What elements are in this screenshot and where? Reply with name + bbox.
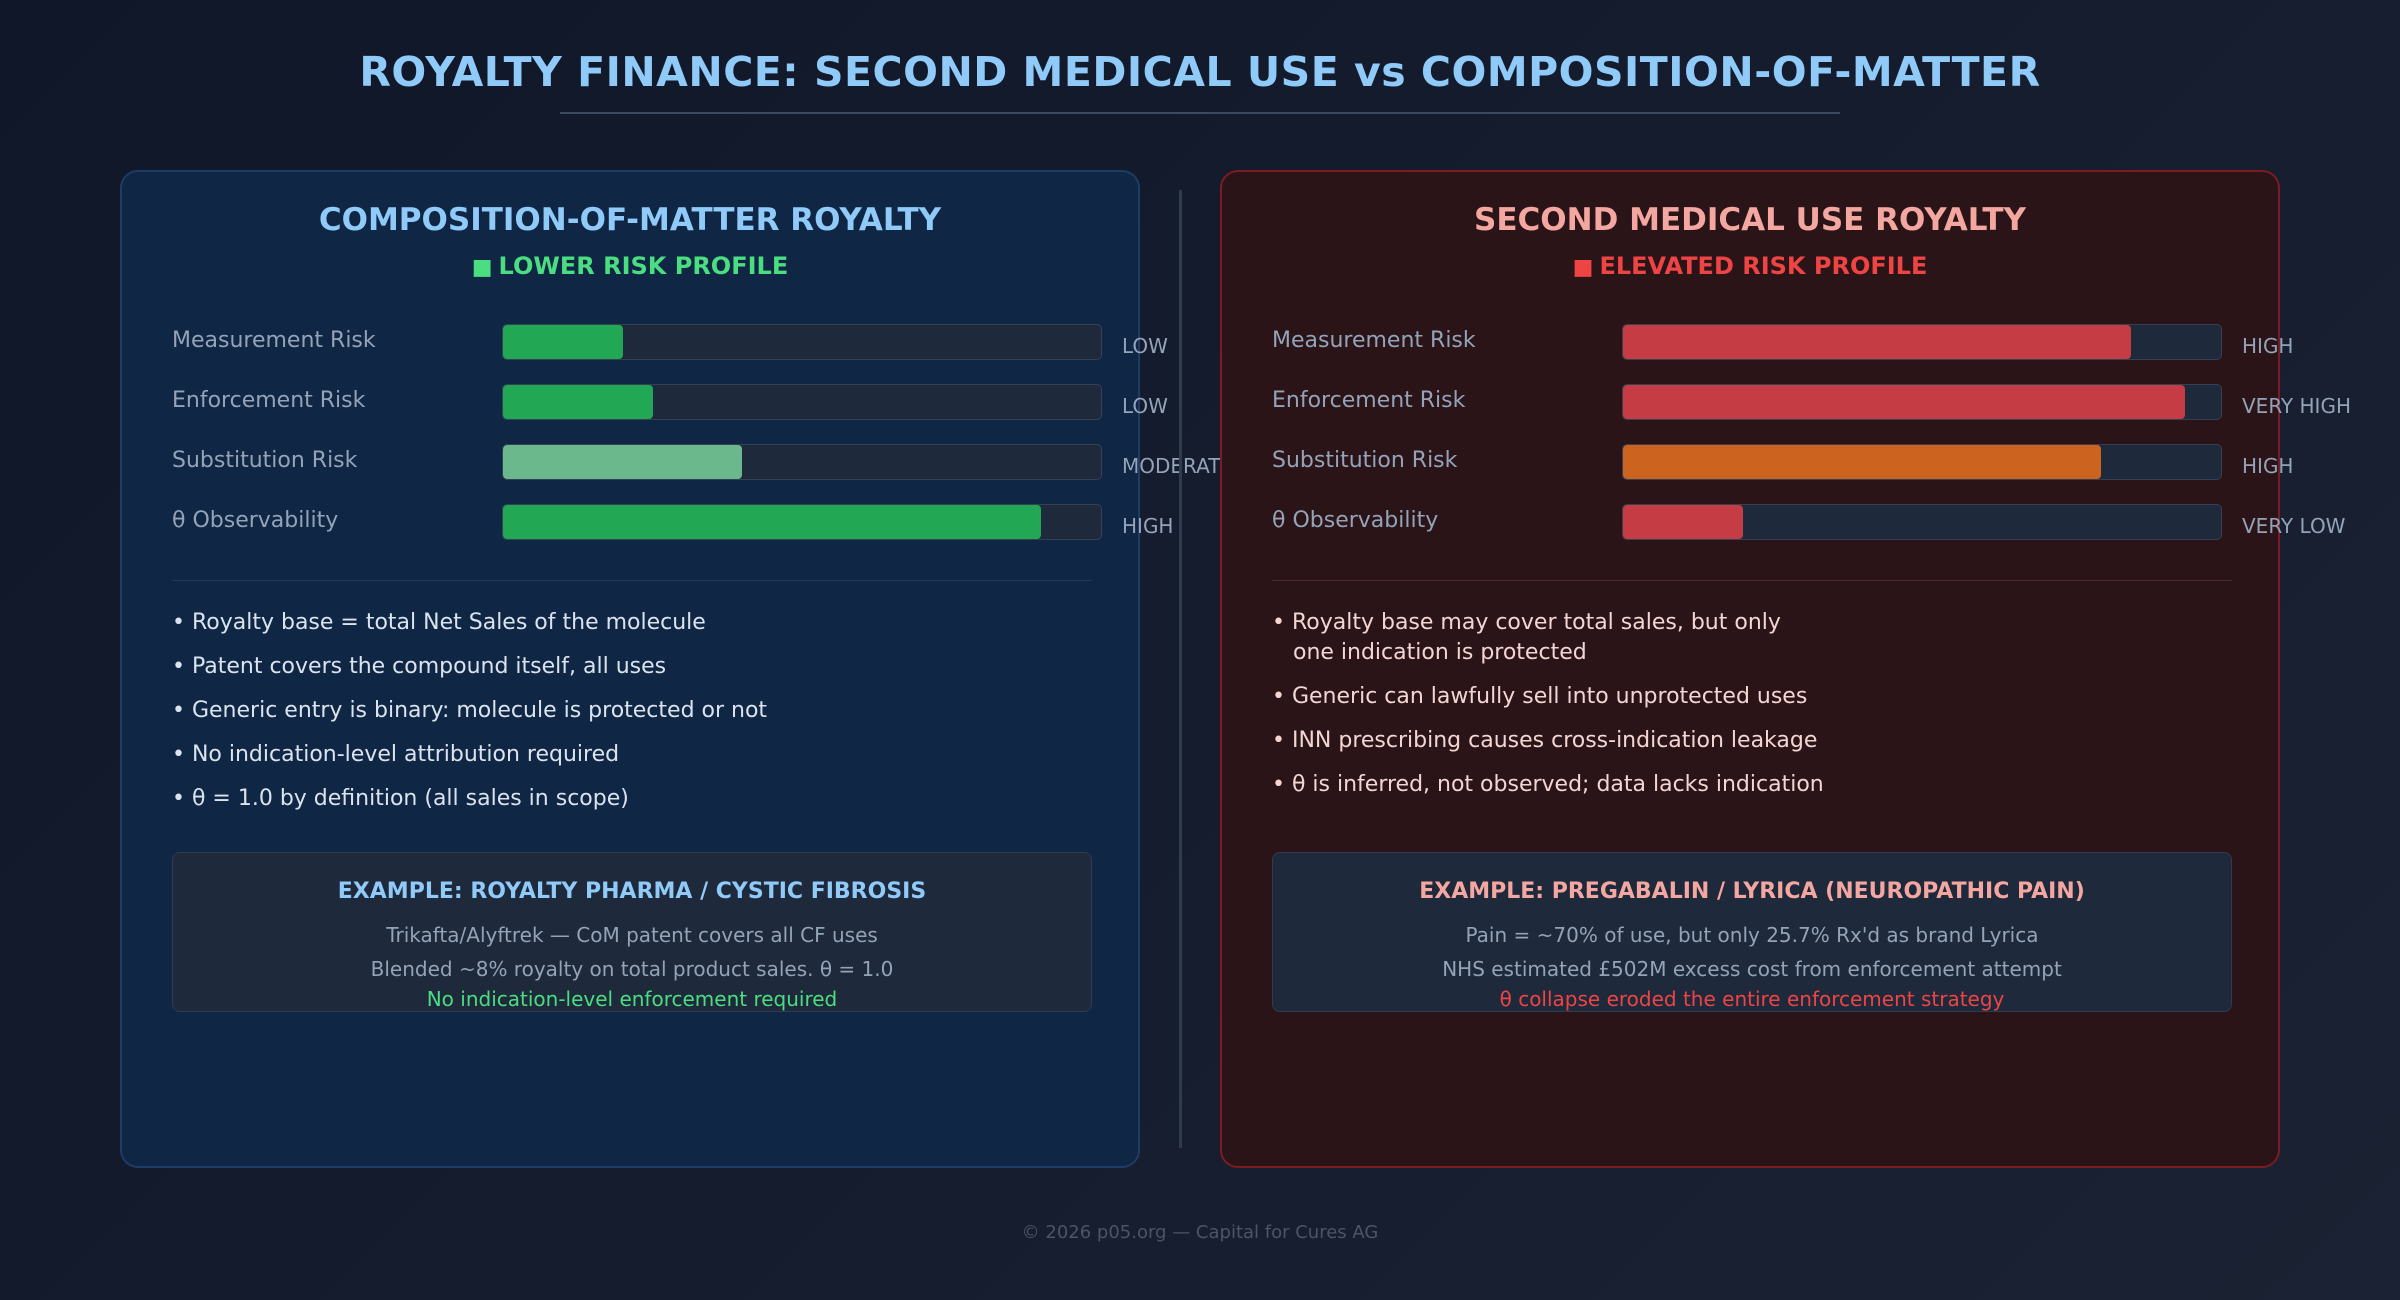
list-item: • Generic can lawfully sell into unprote… bbox=[1272, 684, 1808, 709]
example-conclusion: θ collapse eroded the entire enforcement… bbox=[1499, 987, 2005, 1011]
risk-level: HIGH bbox=[2242, 334, 2294, 358]
list-item: • No indication-level attribution requir… bbox=[172, 742, 620, 767]
risk-bar-fill bbox=[503, 325, 623, 359]
risk-profile-badge: ■ LOWER RISK PROFILE bbox=[122, 252, 1138, 280]
risk-bar-track bbox=[1622, 504, 2222, 540]
list-item: • Royalty base = total Net Sales of the … bbox=[172, 610, 706, 635]
risk-level: HIGH bbox=[2242, 454, 2294, 478]
risk-bar-track bbox=[502, 444, 1102, 480]
risk-label: Enforcement Risk bbox=[172, 388, 366, 413]
center-divider bbox=[1179, 190, 1182, 1148]
example-line: Trikafta/Alyftrek — CoM patent covers al… bbox=[386, 923, 878, 947]
list-item: • INN prescribing causes cross-indicatio… bbox=[1272, 728, 1818, 753]
risk-bar-fill bbox=[503, 385, 653, 419]
second-medical-use-panel: SECOND MEDICAL USE ROYALTY ■ ELEVATED RIS… bbox=[1220, 170, 2351, 1168]
risk-profile-label: ELEVATED RISK PROFILE bbox=[1599, 252, 1928, 280]
footer-copyright: © 2026 p05.org — Capital for Cures AG bbox=[1021, 1222, 1379, 1243]
example-title: EXAMPLE: PREGABALIN / LYRICA (NEUROPATHI… bbox=[1419, 879, 2085, 904]
risk-level: VERY HIGH bbox=[2242, 394, 2351, 418]
panel-title: COMPOSITION-OF-MATTER ROYALTY bbox=[318, 202, 942, 238]
risk-profile-label: LOWER RISK PROFILE bbox=[498, 252, 789, 280]
list-item: • Patent covers the compound itself, all… bbox=[172, 654, 667, 679]
square-icon: ■ bbox=[1572, 255, 1594, 280]
risk-bar-track bbox=[502, 504, 1102, 540]
example-line: NHS estimated £502M excess cost from enf… bbox=[1442, 957, 2062, 981]
risk-level: HIGH bbox=[1122, 514, 1174, 538]
example-line: Blended ~8% royalty on total product sal… bbox=[370, 957, 894, 981]
feature-list: • Royalty base = total Net Sales of the … bbox=[172, 608, 767, 828]
risk-label: Substitution Risk bbox=[1272, 448, 1458, 473]
risk-label: Enforcement Risk bbox=[1272, 388, 1466, 413]
risk-label: Substitution Risk bbox=[172, 448, 358, 473]
risk-label: Measurement Risk bbox=[1272, 328, 1476, 353]
example-title: EXAMPLE: ROYALTY PHARMA / CYSTIC FIBROSI… bbox=[337, 879, 927, 904]
list-item: • θ = 1.0 by definition (all sales in sc… bbox=[172, 786, 629, 811]
risk-bar-track bbox=[1622, 384, 2222, 420]
risk-label: θ Observability bbox=[1272, 508, 1439, 533]
risk-bar-track bbox=[502, 324, 1102, 360]
feature-list: • Royalty base may cover total sales, bu… bbox=[1272, 608, 1824, 814]
section-divider bbox=[1272, 580, 2232, 581]
risk-bar-track bbox=[1622, 444, 2222, 480]
risk-bar-fill bbox=[503, 445, 743, 479]
risk-label: θ Observability bbox=[172, 508, 339, 533]
composition-of-matter-panel: COMPOSITION-OF-MATTER ROYALTY ■ LOWER RIS… bbox=[120, 170, 1233, 1168]
example-line: Pain = ~70% of use, but only 25.7% Rx'd … bbox=[1465, 923, 2039, 947]
section-divider bbox=[172, 580, 1092, 581]
example-conclusion: No indication-level enforcement required bbox=[426, 987, 838, 1011]
example-box: EXAMPLE: PREGABALIN / LYRICA (NEUROPATHI… bbox=[1272, 852, 2232, 1012]
risk-bar-fill bbox=[503, 505, 1042, 539]
list-item: • Generic entry is binary: molecule is p… bbox=[172, 698, 768, 723]
example-box: EXAMPLE: ROYALTY PHARMA / CYSTIC FIBROSI… bbox=[172, 852, 1092, 1012]
square-icon: ■ bbox=[471, 255, 493, 280]
page-title: ROYALTY FINANCE: SECOND MEDICAL USE vs C… bbox=[359, 48, 2041, 96]
risk-bar-fill bbox=[1623, 385, 2186, 419]
risk-level: VERY LOW bbox=[2242, 514, 2346, 538]
risk-bar-track bbox=[1622, 324, 2222, 360]
risk-label: Measurement Risk bbox=[172, 328, 376, 353]
risk-bar-fill bbox=[1623, 505, 1743, 539]
risk-bar-track bbox=[502, 384, 1102, 420]
title-underline bbox=[560, 112, 1840, 114]
risk-level: LOW bbox=[1122, 394, 1168, 418]
risk-bar-fill bbox=[1623, 325, 2132, 359]
list-item: • Royalty base may cover total sales, bu… bbox=[1272, 610, 1781, 665]
panel-title: SECOND MEDICAL USE ROYALTY bbox=[1474, 202, 2026, 238]
list-item: • θ is inferred, not observed; data lack… bbox=[1272, 772, 1824, 797]
risk-bar-fill bbox=[1623, 445, 2102, 479]
risk-level: LOW bbox=[1122, 334, 1168, 358]
risk-level: MODERATE bbox=[1122, 454, 1234, 478]
risk-profile-badge: ■ ELEVATED RISK PROFILE bbox=[1222, 252, 2278, 280]
